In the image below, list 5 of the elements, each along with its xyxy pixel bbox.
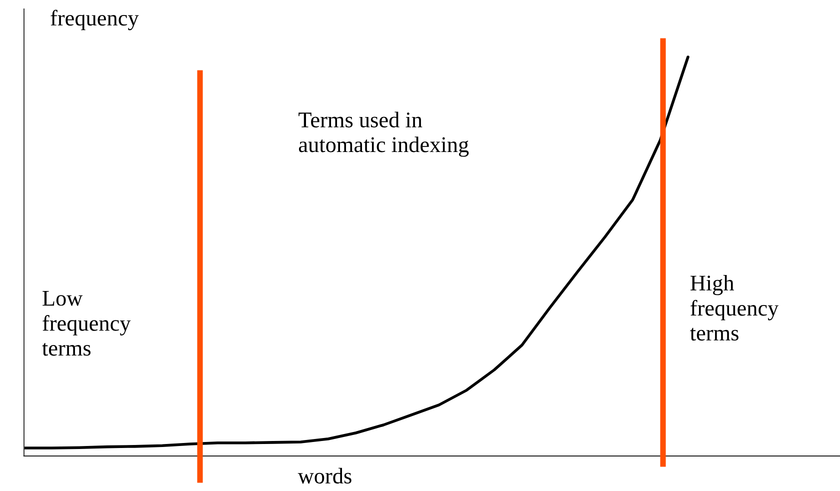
annotation: High frequency terms: [690, 274, 779, 341]
y-axis-title: frequency: [50, 10, 139, 30]
x-axis-title: words: [298, 468, 352, 484]
annotation: Low frequency terms: [42, 291, 131, 356]
annotation: Terms used in automatic indexing: [298, 112, 469, 157]
